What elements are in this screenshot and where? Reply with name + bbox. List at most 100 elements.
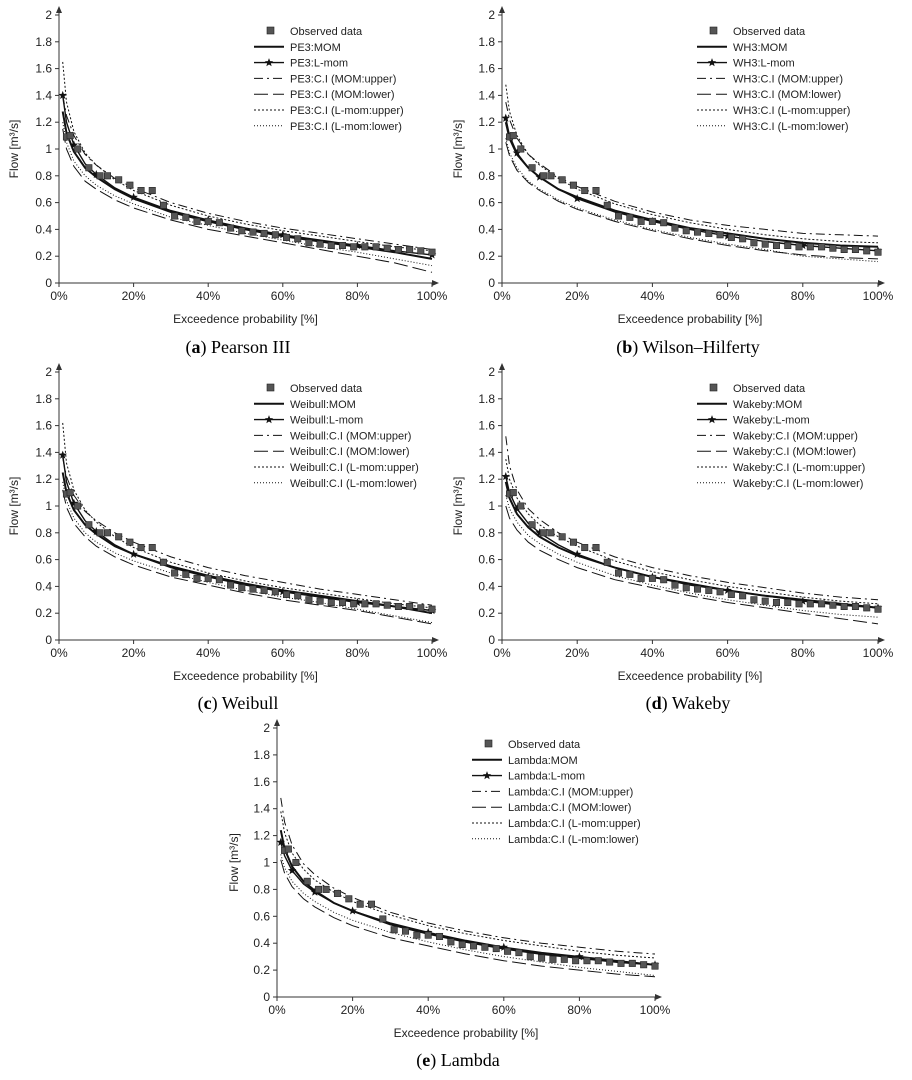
y-tick-label: 1 — [45, 142, 52, 156]
y-tick-label: 0.8 — [35, 169, 52, 183]
legend-entry: Observed data — [290, 26, 363, 38]
observed-point — [292, 858, 300, 866]
observed-point — [806, 600, 814, 608]
observed-point — [390, 926, 398, 934]
x-axis-label: Exceedence probability [%] — [173, 669, 318, 683]
observed-point — [694, 585, 702, 593]
observed-point — [818, 600, 826, 608]
x-axis-arrow-icon — [432, 637, 439, 643]
y-tick-label: 1.4 — [478, 445, 495, 459]
y-tick-label: 1.4 — [35, 88, 52, 102]
observed-point — [594, 957, 602, 965]
observed-point — [648, 574, 656, 582]
observed-point — [417, 247, 425, 255]
legend-entry: PE3:L-mom — [290, 58, 348, 70]
series-star-marker — [58, 90, 68, 100]
y-tick-label: 0.2 — [253, 963, 270, 977]
series-star-marker — [69, 140, 79, 149]
observed-point — [394, 246, 402, 254]
observed-point — [509, 132, 517, 140]
observed-point — [447, 938, 455, 946]
observed-point — [615, 212, 623, 220]
x-tick-label: 40% — [640, 289, 664, 303]
x-tick-label: 20% — [122, 289, 146, 303]
y-tick-label: 1.8 — [35, 35, 52, 49]
y-tick-label: 1 — [488, 499, 495, 513]
x-tick-label: 100% — [417, 289, 448, 303]
observed-point — [204, 574, 212, 582]
legend-entry: PE3:C.I (MOM:upper) — [290, 73, 396, 85]
observed-point — [103, 172, 111, 180]
legend-square-icon — [484, 739, 493, 748]
legend-entry: WH3:C.I (MOM:upper) — [733, 73, 843, 85]
y-tick-label: 0.8 — [478, 169, 495, 183]
x-tick-label: 60% — [271, 646, 295, 660]
observed-point — [671, 581, 679, 589]
observed-point — [402, 927, 410, 935]
observed-point — [372, 600, 380, 608]
observed-point — [182, 213, 190, 221]
series-star-marker — [353, 597, 362, 607]
x-tick-label: 100% — [417, 646, 448, 660]
chart-panel-d: 00.20.40.60.811.21.41.61.820% 20% 40% 60% 80… — [451, 363, 894, 714]
observed-point — [716, 588, 724, 596]
y-tick-label: 0.8 — [35, 526, 52, 540]
y-tick-label: 1.8 — [35, 392, 52, 406]
y-tick-label: 0.4 — [478, 222, 495, 236]
series-line — [505, 101, 879, 237]
observed-point — [795, 600, 803, 608]
observed-point — [394, 602, 402, 610]
legend-entry: WH3:C.I (L-mom:upper) — [733, 105, 850, 117]
observed-point — [215, 219, 223, 227]
observed-point — [592, 544, 600, 552]
observed-point — [182, 570, 190, 578]
series-star-marker — [348, 906, 357, 915]
observed-point — [74, 502, 82, 510]
observed-point — [727, 590, 735, 598]
observed-point — [383, 244, 391, 252]
x-axis-arrow-icon — [655, 994, 662, 1000]
series-star-marker — [69, 498, 79, 507]
legend-entry: Weibull:C.I (MOM:lower) — [290, 446, 410, 458]
y-tick-label: 1.2 — [253, 829, 270, 843]
observed-point — [96, 529, 104, 537]
observed-point — [750, 596, 758, 604]
panel-caption: (e) Lambda — [416, 1050, 499, 1071]
y-tick-label: 0.8 — [253, 882, 270, 896]
observed-point — [85, 164, 93, 172]
observed-point — [772, 598, 780, 606]
observed-point — [367, 900, 375, 908]
observed-point — [509, 489, 517, 497]
chart-panel-c: 00.20.40.60.811.21.41.61.820% 20% 40% 60% 80… — [7, 363, 448, 714]
series-star-marker — [723, 585, 732, 595]
series-line — [62, 457, 433, 606]
observed-point — [539, 529, 547, 537]
observed-point — [851, 602, 859, 610]
legend-entry: Observed data — [290, 383, 363, 395]
x-axis-arrow-icon — [878, 280, 885, 286]
observed-point — [648, 217, 656, 225]
legend-star-icon — [707, 58, 717, 67]
series-star-marker — [278, 587, 288, 596]
series-line — [61, 472, 433, 615]
legend-entry: Observed data — [733, 383, 806, 395]
y-tick-label: 1.4 — [478, 88, 495, 102]
observed-point — [682, 227, 690, 235]
y-tick-label: 1.4 — [253, 802, 270, 816]
series-line — [62, 489, 433, 625]
observed-point — [327, 241, 335, 249]
observed-point — [626, 213, 634, 221]
series-star-marker — [572, 549, 582, 558]
observed-point — [316, 240, 324, 248]
series-line — [280, 859, 656, 978]
y-axis-label: Flow [m³/s] — [7, 477, 21, 536]
series-line — [280, 797, 656, 955]
y-tick-label: 0.4 — [478, 579, 495, 593]
series-line — [62, 95, 433, 256]
observed-point — [85, 521, 93, 529]
y-tick-label: 0.2 — [478, 249, 495, 263]
y-tick-label: 1.6 — [35, 419, 52, 433]
observed-point — [379, 915, 387, 923]
series-star-marker — [58, 450, 68, 459]
observed-point — [818, 243, 826, 251]
